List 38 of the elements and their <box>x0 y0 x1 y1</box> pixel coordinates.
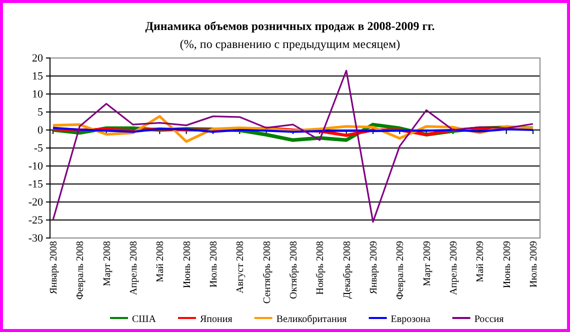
line-series <box>52 70 534 223</box>
x-tick-label: Январь 2008 <box>48 241 60 294</box>
x-tick-label: Апрель 2009 <box>448 241 460 296</box>
y-tick-label: -30 <box>28 232 44 245</box>
y-tick-label: 10 <box>32 88 44 101</box>
x-tick-label: Май 2008 <box>155 241 166 282</box>
x-tick-label: Сентябрь 2008 <box>262 241 273 304</box>
y-tick-label: 5 <box>38 106 44 119</box>
legend-label: Еврозона <box>390 314 431 325</box>
x-tick-label: Август 2008 <box>235 241 246 294</box>
x-tick-label: Март 2009 <box>422 241 433 286</box>
x-tick-label: Февраль 2008 <box>75 241 86 300</box>
y-tick-label: 0 <box>38 124 44 137</box>
x-tick-label: Июль 2008 <box>208 241 220 288</box>
x-tick-label: Май 2009 <box>475 241 486 282</box>
chart-subtitle: (%, по сравнению с предыдущим месяцем) <box>180 37 400 51</box>
x-tick-label: Июнь 2009 <box>502 241 513 288</box>
y-tick-label: -15 <box>28 178 44 191</box>
y-tick-label: -10 <box>28 160 44 173</box>
x-tick-label: Июнь 2008 <box>182 241 193 288</box>
y-tick-label: -25 <box>28 214 44 227</box>
x-tick-label: Декабрь 2008 <box>342 241 353 299</box>
legend-label: Россия <box>474 314 504 325</box>
y-tick-label: -20 <box>28 196 44 209</box>
x-tick-label: Январь 2009 <box>368 241 380 294</box>
y-tick-label: 15 <box>32 70 44 83</box>
y-tick-label: 20 <box>32 52 44 65</box>
x-tick-label: Февраль 2009 <box>395 241 406 300</box>
x-tick-label: Апрель 2008 <box>128 241 140 296</box>
legend-label: Великобритания <box>276 314 348 325</box>
x-tick-label: Март 2008 <box>102 241 113 286</box>
x-tick-label: Июль 2009 <box>528 241 540 288</box>
legend-label: Япония <box>200 314 233 325</box>
y-tick-label: -5 <box>34 142 44 155</box>
legend-label: США <box>132 314 157 325</box>
x-tick-label: Ноябрь 2008 <box>315 241 326 295</box>
chart-title: Динамика объемов розничных продаж в 2008-2009 гг. <box>145 19 435 33</box>
x-tick-label: Октябрь 2008 <box>288 241 300 299</box>
